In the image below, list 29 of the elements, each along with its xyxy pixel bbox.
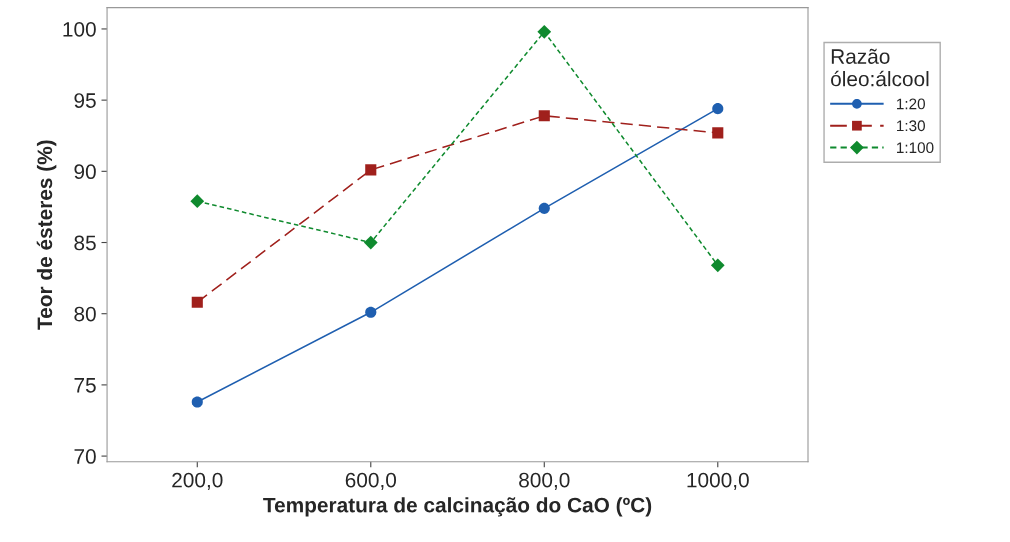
x-tick-label: 200,0: [172, 472, 223, 490]
x-tick-label: 800,0: [519, 472, 570, 490]
y-tick-label: 95: [74, 93, 96, 108]
point: [712, 127, 724, 139]
point: [712, 103, 724, 115]
point: [191, 396, 203, 408]
legend-title: Razão óleo:álcool: [831, 48, 929, 87]
x-tick-label: 600,0: [345, 472, 397, 490]
point: [365, 306, 377, 318]
point: [538, 202, 550, 214]
y-tick-label: 75: [74, 378, 96, 393]
legend-label: 1:20: [897, 98, 925, 110]
point: [710, 258, 725, 273]
y-tick-label: 90: [74, 164, 96, 180]
point: [537, 24, 552, 39]
legend-label: 1:100: [897, 142, 934, 154]
x-tick-label: 1000,0: [687, 472, 749, 490]
x-axis-title: Temperatura de calcinação do CaO (ºC): [263, 497, 652, 517]
y-tick-label: 80: [74, 306, 96, 322]
y-tick-label: 100: [63, 21, 96, 37]
point: [191, 296, 203, 308]
y-tick-label: 85: [74, 235, 96, 251]
y-axis-title: Teor de ésteres (%): [36, 140, 57, 330]
point: [363, 235, 378, 250]
y-tick-label: 70: [74, 449, 96, 464]
point: [190, 194, 205, 209]
legend-label: 1:30: [897, 120, 925, 132]
point: [538, 110, 550, 122]
point: [365, 164, 377, 176]
